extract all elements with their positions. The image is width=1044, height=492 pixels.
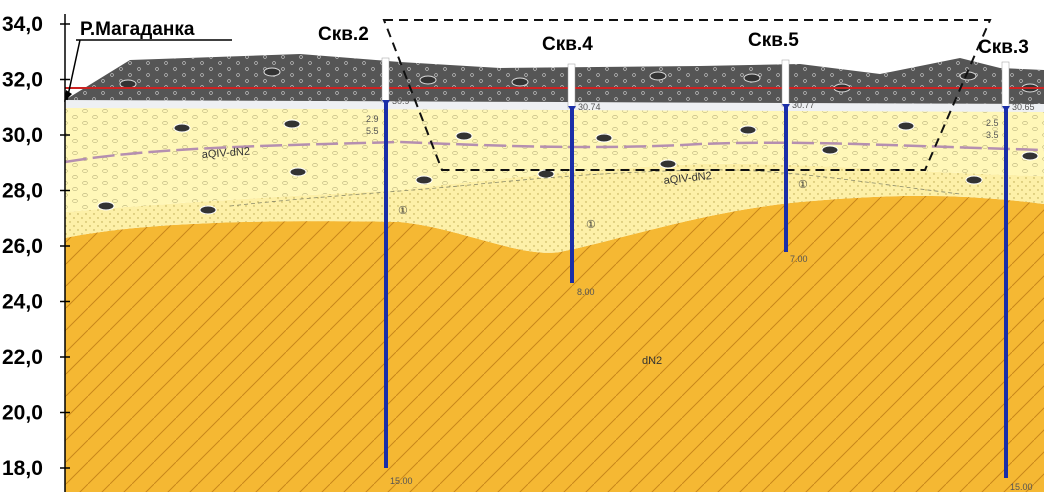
y-tick-label: 28,0	[2, 180, 43, 203]
y-tick-label: 32,0	[2, 69, 43, 92]
lens-marker-3: ①	[798, 179, 808, 191]
well-5-depth: 7.00	[790, 254, 808, 264]
well-5-label: Скв.5	[748, 30, 799, 51]
well-3-water-level: 30.65	[1012, 102, 1035, 112]
y-tick-label: 20,0	[2, 402, 43, 425]
excavation-outline	[382, 19, 992, 171]
middle-sand-index: aQIV-dN2	[663, 170, 712, 187]
y-tick-label: 22,0	[2, 346, 43, 369]
well-2-depth: 15.00	[390, 476, 413, 486]
well-4-water-level: 30.74	[578, 102, 601, 112]
well-2-mark-1: 2.9	[366, 114, 379, 124]
well-3-mark-2: 3.5	[986, 130, 999, 140]
well-3-label: Скв.3	[978, 37, 1029, 58]
contact-line	[64, 140, 1044, 164]
well-4-depth: 8.00	[577, 287, 595, 297]
bedrock-index: dN2	[642, 355, 662, 367]
bedrock-hatch	[65, 195, 1044, 492]
y-tick-label: 24,0	[2, 291, 43, 314]
well-2[interactable]: Скв.2 30.9 2.9 5.5 15.00	[318, 24, 413, 486]
fill-layer-texture	[65, 54, 1044, 104]
well-4[interactable]: Скв.4 30.74 8.00	[542, 34, 601, 297]
lens-marker-2: ①	[586, 219, 596, 231]
well-2-water-level: 30.9	[392, 96, 410, 106]
well-3-mark-1: 2.5	[986, 118, 999, 128]
y-tick-label: 34,0	[2, 13, 43, 36]
well-2-label: Скв.2	[318, 24, 369, 45]
well-2-mark-2: 5.5	[366, 126, 379, 136]
lens-marker-1: ①	[398, 205, 408, 217]
river-arrow-head	[64, 90, 72, 102]
river-label: Р.Магаданка	[80, 19, 195, 40]
upper-sand-texture	[65, 105, 1044, 212]
well-5-water-level: 30.77	[792, 100, 815, 110]
well-3-depth: 15.00	[1010, 482, 1033, 492]
y-tick-label: 26,0	[2, 235, 43, 258]
y-tick-label: 18,0	[2, 457, 43, 480]
sand-boulders	[97, 119, 1039, 215]
well-5[interactable]: Скв.5 30.77 7.00	[748, 30, 815, 264]
river-arrow	[66, 39, 81, 101]
lens-boundary	[229, 169, 961, 207]
dotted-sand-texture	[65, 163, 1044, 253]
well-3[interactable]: Скв.3 30.65 2.5 3.5 15.00	[978, 37, 1035, 492]
well-4-label: Скв.4	[542, 34, 593, 55]
y-axis-ticks: 34,0 32,0 30,0 28,0 26,0 24,0 22,0 20,0 18,0	[2, 13, 70, 480]
y-tick-label: 30,0	[2, 124, 43, 147]
upper-sand-index: aQIV-dN2	[201, 146, 250, 161]
